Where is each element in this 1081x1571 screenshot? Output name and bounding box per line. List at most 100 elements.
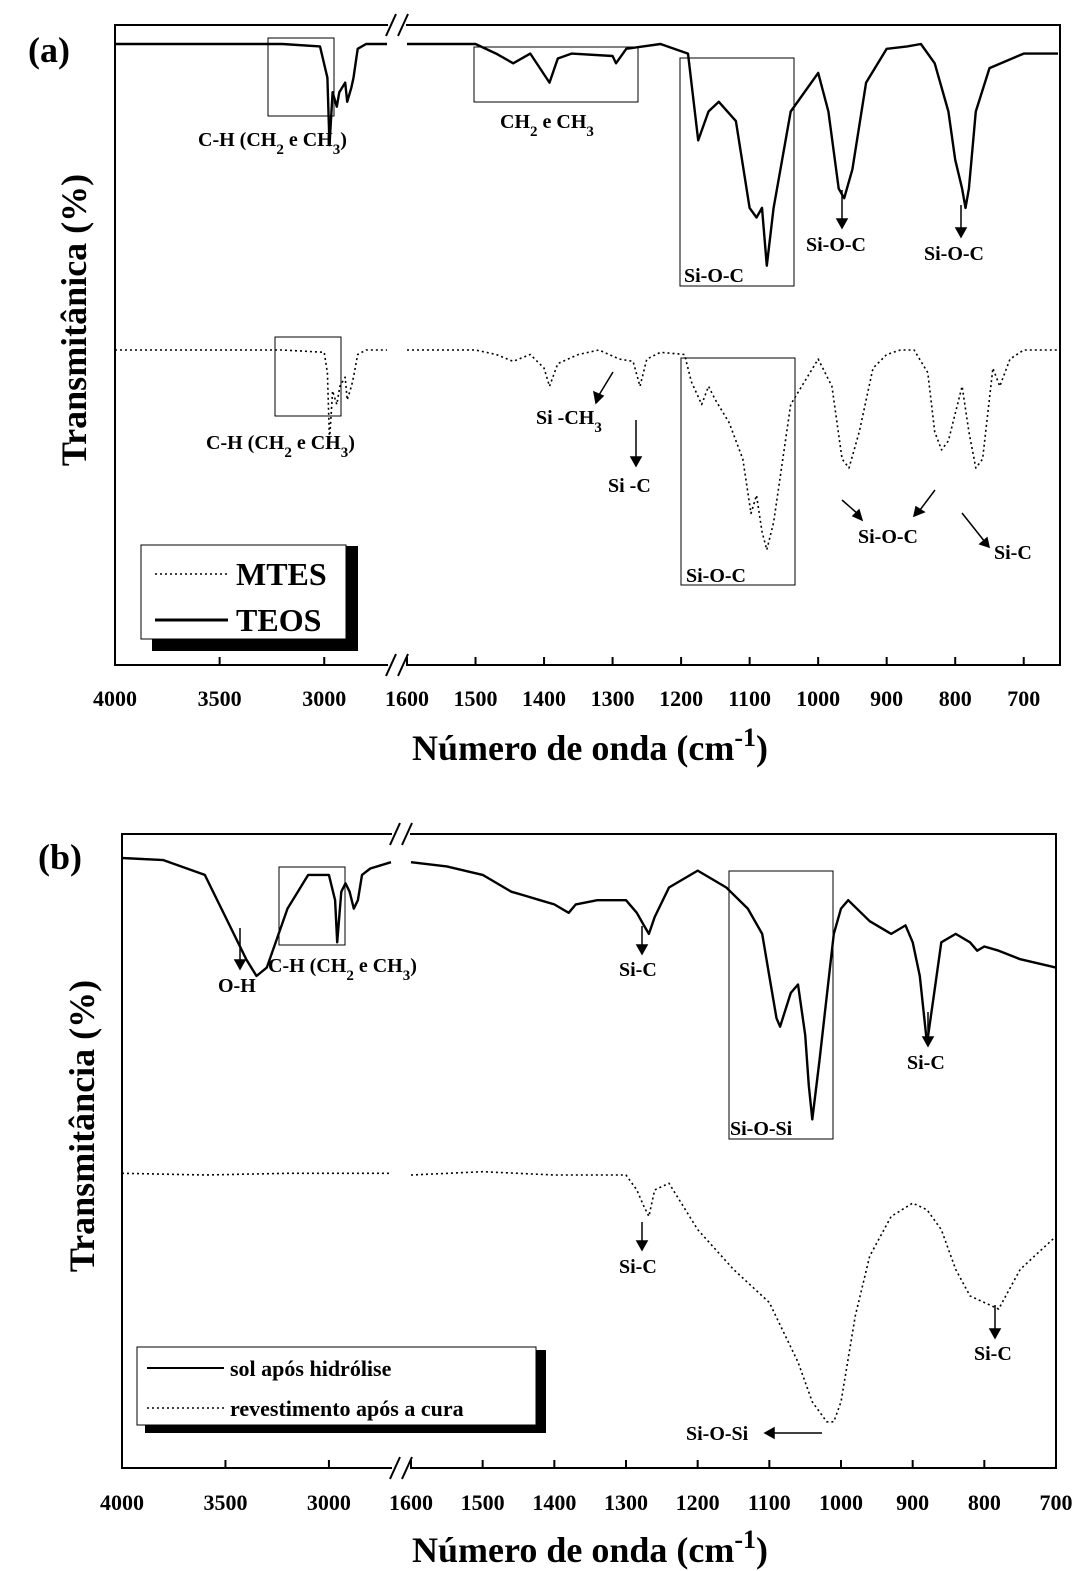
panel-a-ann-ch-top-e: e CH xyxy=(284,129,333,151)
panel-a-curves xyxy=(115,42,1058,551)
panel-a-ann-sic-mid-right: Si-C xyxy=(994,542,1032,564)
x-tick-label: 1000 xyxy=(796,686,840,711)
series-line-sol-após-hidrólise-right xyxy=(410,861,1057,1121)
x-tick-label: 700 xyxy=(1007,686,1040,711)
panel-b-curves xyxy=(121,856,1057,1423)
panel-a-ann-ch2ch3: CH2 e CH3 xyxy=(500,111,594,140)
panel-b-xlabel-main: Número de onda (cm xyxy=(412,1530,734,1570)
panel-b-break-mark-4 xyxy=(401,1456,413,1480)
x-tick-label: 700 xyxy=(1040,1490,1073,1515)
series-line-mtes-left xyxy=(115,349,387,442)
series-line-teos-right xyxy=(407,42,1058,267)
panel-a-ylabel: Transmitânica (%) xyxy=(54,174,94,466)
panel-b-ann-siosi-box: Si-O-Si xyxy=(730,1118,793,1140)
panel-a-arrowhead-785 xyxy=(954,227,968,239)
x-tick-label: 1300 xyxy=(604,1490,648,1515)
panel-a-ann-ch2ch3-sub2: 2 xyxy=(530,124,538,140)
panel-a-box-sioc-top xyxy=(679,57,795,287)
panel-a-ann-sioc-mid-right: Si-O-C xyxy=(858,526,918,548)
panel-b-ann-ch-a: C-H (CH xyxy=(268,955,347,977)
panel-a-arrowhead-sic-1260 xyxy=(629,456,643,468)
panel-a-xlabel: Número de onda (cm-1) xyxy=(412,723,768,768)
panel-a-arrows xyxy=(593,190,991,549)
panel-a-legend-label-mtes: MTES xyxy=(236,556,327,592)
x-tick-label: 1100 xyxy=(748,1490,791,1515)
panel-a-box-ch2ch3 xyxy=(473,46,639,103)
x-tick-label: 1600 xyxy=(385,686,429,711)
x-tick-label: 1500 xyxy=(461,1490,505,1515)
x-tick-label: 1000 xyxy=(819,1490,863,1515)
panel-a-ann-ch-mid: C-H (CH2 e CH3) xyxy=(206,432,355,461)
panel-b-break-mark-3 xyxy=(389,1456,401,1480)
panel-a-ann-ch2ch3-a: CH xyxy=(500,111,530,133)
panel-a-arrowhead-sich3 xyxy=(593,390,605,405)
panel-a-label: (a) xyxy=(28,30,70,70)
panel-a-break-mark-3 xyxy=(385,653,397,677)
panel-a-ann-sioc-box-top: Si-O-C xyxy=(684,265,744,287)
panel-b-frame xyxy=(121,833,1057,1469)
panel-a-ann-ch2ch3-sub3: 3 xyxy=(586,124,594,140)
panel-a-ann-sioc-box-mid: Si-O-C xyxy=(686,565,746,587)
panel-a-ylabel-text: Transmitânica (%) xyxy=(54,174,94,466)
x-tick-label: 1600 xyxy=(389,1490,433,1515)
x-tick-label: 1200 xyxy=(676,1490,720,1515)
x-tick-label: 3500 xyxy=(198,686,242,711)
x-tick-label: 3500 xyxy=(203,1490,247,1515)
x-tick-label: 3000 xyxy=(307,1490,351,1515)
series-line-mtes-right xyxy=(407,349,1058,551)
panel-b-legend-box xyxy=(136,1346,537,1426)
panel-b-arrowhead-sic-785-bot xyxy=(988,1328,1002,1340)
panel-a-ann-sich3-a: Si -CH xyxy=(536,407,595,429)
panel-b-arrowhead-oh xyxy=(233,959,247,971)
panel-b-label: (b) xyxy=(38,837,82,877)
x-tick-label: 800 xyxy=(968,1490,1001,1515)
panel-a: (a) Transmitânica (%) Número de onda (cm… xyxy=(28,13,1061,768)
panel-b-ann-sic-1270-bot: Si-C xyxy=(619,1256,657,1278)
panel-a-arrowhead-sic-780 xyxy=(978,536,991,549)
x-tick-label: 3000 xyxy=(302,686,346,711)
x-tick-label: 4000 xyxy=(93,686,137,711)
panel-a-arrowhead-sioc-820 xyxy=(912,505,926,518)
panel-a-ann-ch-top-close: ) xyxy=(340,129,347,151)
series-line-revestimento-após-a-cura-left xyxy=(121,1172,391,1176)
panel-a-arrow-sich3 xyxy=(598,371,614,396)
x-tick-label: 1100 xyxy=(728,686,771,711)
x-tick-label: 1400 xyxy=(522,686,566,711)
panel-b-break-mark-2 xyxy=(401,822,413,846)
panel-a-ann-sich3: Si -CH3 xyxy=(536,407,602,436)
panel-a-box-sioc-mid xyxy=(680,357,796,586)
panel-b-xlabel-close: ) xyxy=(756,1530,768,1570)
panel-a-ann-sic-1260: Si -C xyxy=(608,475,651,497)
panel-b-box-siosi xyxy=(728,870,834,1140)
panel-a-break-mark-4 xyxy=(397,653,409,677)
panel-b-ann-ch-sub3: 3 xyxy=(403,968,411,984)
panel-a-legend-label-teos: TEOS xyxy=(236,602,321,638)
series-line-teos-left xyxy=(115,42,387,147)
panel-a-arrow-sic-780 xyxy=(961,512,986,543)
panel-a-box-ch-top xyxy=(267,37,335,117)
panel-a-ann-ch-mid-close: ) xyxy=(348,432,355,454)
panel-a-break-mark-1 xyxy=(385,13,397,37)
panel-a-ann-ch-mid-sub2: 2 xyxy=(284,445,292,461)
panel-a-ann-ch-top: C-H (CH2 e CH3) xyxy=(198,129,347,158)
panel-a-ann-ch-mid-a: C-H (CH xyxy=(206,432,285,454)
x-tick-label: 1200 xyxy=(659,686,703,711)
panel-a-box-ch-mid xyxy=(274,336,342,417)
panel-b-ylabel: Transmitância (%) xyxy=(62,980,102,1272)
panel-b-legend-label-sol: sol após hidrólise xyxy=(230,1356,392,1381)
panel-b-legend: sol após hidrólise revestimento após a c… xyxy=(136,1346,546,1433)
panel-b-ann-sic-880-top: Si-C xyxy=(907,1052,945,1074)
panel-a-legend: MTES TEOS xyxy=(140,544,358,651)
panel-a-ann-ch2ch3-e: e CH xyxy=(538,111,587,133)
panel-b-ann-sic-785-bot: Si-C xyxy=(974,1343,1012,1365)
panel-b-ann-ch: C-H (CH2 e CH3) xyxy=(268,955,417,984)
panel-a-arrow-sioc-820 xyxy=(919,489,936,511)
panel-a-arrowhead-960 xyxy=(835,218,849,230)
panel-b-legend-label-revest: revestimento após a cura xyxy=(230,1396,464,1421)
panel-a-ann-ch-top-sub3: 3 xyxy=(333,142,341,158)
panel-a-ann-ch-mid-sub3: 3 xyxy=(341,445,349,461)
panel-a-xlabel-sup: -1 xyxy=(734,723,756,752)
panel-b-ann-ch-close: ) xyxy=(410,955,417,977)
panel-b-ann-sic-1270-top: Si-C xyxy=(619,959,657,981)
